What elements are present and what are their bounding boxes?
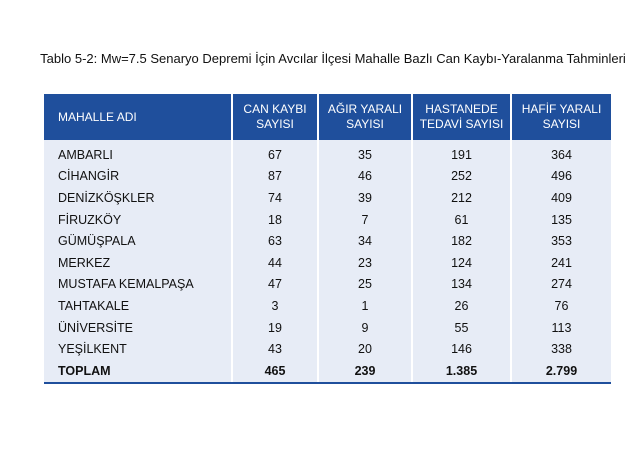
cell-light-injuries: 241 [511, 251, 611, 274]
cell-deaths: 67 [232, 140, 319, 166]
cell-hospital-treatment: 134 [412, 273, 512, 296]
table-caption: Tablo 5-2: Mw=7.5 Senaryo Depremi İçin A… [40, 51, 626, 66]
cell-deaths: 63 [232, 230, 319, 252]
cell-neighborhood: YEŞİLKENT [44, 338, 233, 360]
cell-light-injuries: 353 [511, 230, 611, 252]
cell-deaths: 3 [232, 295, 319, 317]
cell-neighborhood: MERKEZ [44, 251, 233, 274]
table-row: GÜMÜŞPALA 63 34 182 353 [44, 230, 611, 252]
cell-light-injuries: 496 [511, 165, 611, 188]
cell-severe-injuries: 25 [318, 273, 413, 296]
cell-neighborhood: GÜMÜŞPALA [44, 230, 233, 252]
table-row: CİHANGİR 87 46 252 496 [44, 165, 611, 188]
cell-deaths: 19 [232, 316, 319, 339]
cell-deaths: 44 [232, 251, 319, 274]
cell-hospital-treatment: 182 [412, 230, 512, 252]
total-light-injuries: 2.799 [511, 359, 611, 384]
cell-hospital-treatment: 124 [412, 251, 512, 274]
cell-severe-injuries: 7 [318, 208, 413, 231]
total-hospital-treatment: 1.385 [412, 359, 512, 384]
cell-light-injuries: 364 [511, 140, 611, 166]
total-deaths: 465 [232, 359, 319, 384]
cell-deaths: 47 [232, 273, 319, 296]
cell-hospital-treatment: 146 [412, 338, 512, 360]
cell-severe-injuries: 9 [318, 316, 413, 339]
table-row: MERKEZ 44 23 124 241 [44, 251, 611, 274]
cell-light-injuries: 113 [511, 316, 611, 339]
cell-hospital-treatment: 212 [412, 187, 512, 209]
cell-light-injuries: 409 [511, 187, 611, 209]
cell-light-injuries: 338 [511, 338, 611, 360]
cell-neighborhood: DENİZKÖŞKLER [44, 187, 233, 209]
cell-light-injuries: 76 [511, 295, 611, 317]
cell-neighborhood: AMBARLI [44, 140, 233, 166]
header-neighborhood: MAHALLE ADI [44, 94, 233, 140]
total-label: TOPLAM [44, 359, 233, 384]
header-deaths: CAN KAYBI SAYISI [232, 94, 319, 140]
cell-severe-injuries: 39 [318, 187, 413, 209]
cell-severe-injuries: 23 [318, 251, 413, 274]
cell-deaths: 74 [232, 187, 319, 209]
cell-hospital-treatment: 55 [412, 316, 512, 339]
header-severe-injuries: AĞIR YARALI SAYISI [318, 94, 413, 140]
cell-deaths: 18 [232, 208, 319, 231]
table-row: MUSTAFA KEMALPAŞA 47 25 134 274 [44, 273, 611, 296]
casualty-table: MAHALLE ADI CAN KAYBI SAYISI AĞIR YARALI… [44, 94, 611, 384]
table-row: TAHTAKALE 3 1 26 76 [44, 295, 611, 317]
cell-severe-injuries: 1 [318, 295, 413, 317]
table-row: YEŞİLKENT 43 20 146 338 [44, 338, 611, 360]
cell-hospital-treatment: 191 [412, 140, 512, 166]
table-row: AMBARLI 67 35 191 364 [44, 140, 611, 166]
casualty-table-container: MAHALLE ADI CAN KAYBI SAYISI AĞIR YARALI… [44, 94, 611, 384]
cell-severe-injuries: 20 [318, 338, 413, 360]
cell-deaths: 87 [232, 165, 319, 188]
table-row: DENİZKÖŞKLER 74 39 212 409 [44, 187, 611, 209]
cell-severe-injuries: 34 [318, 230, 413, 252]
cell-neighborhood: ÜNİVERSİTE [44, 316, 233, 339]
cell-neighborhood: CİHANGİR [44, 165, 233, 188]
cell-severe-injuries: 35 [318, 140, 413, 166]
cell-deaths: 43 [232, 338, 319, 360]
cell-hospital-treatment: 61 [412, 208, 512, 231]
cell-neighborhood: FİRUZKÖY [44, 208, 233, 231]
cell-neighborhood: MUSTAFA KEMALPAŞA [44, 273, 233, 296]
table-header-row: MAHALLE ADI CAN KAYBI SAYISI AĞIR YARALI… [44, 94, 611, 140]
cell-hospital-treatment: 252 [412, 165, 512, 188]
cell-hospital-treatment: 26 [412, 295, 512, 317]
header-light-injuries: HAFİF YARALI SAYISI [511, 94, 611, 140]
table-row: ÜNİVERSİTE 19 9 55 113 [44, 316, 611, 339]
cell-neighborhood: TAHTAKALE [44, 295, 233, 317]
cell-light-injuries: 135 [511, 208, 611, 231]
cell-severe-injuries: 46 [318, 165, 413, 188]
header-hospital-treatment: HASTANEDE TEDAVİ SAYISI [412, 94, 512, 140]
table-row: FİRUZKÖY 18 7 61 135 [44, 208, 611, 231]
total-severe-injuries: 239 [318, 359, 413, 384]
cell-light-injuries: 274 [511, 273, 611, 296]
total-row: TOPLAM 465 239 1.385 2.799 [44, 359, 611, 384]
